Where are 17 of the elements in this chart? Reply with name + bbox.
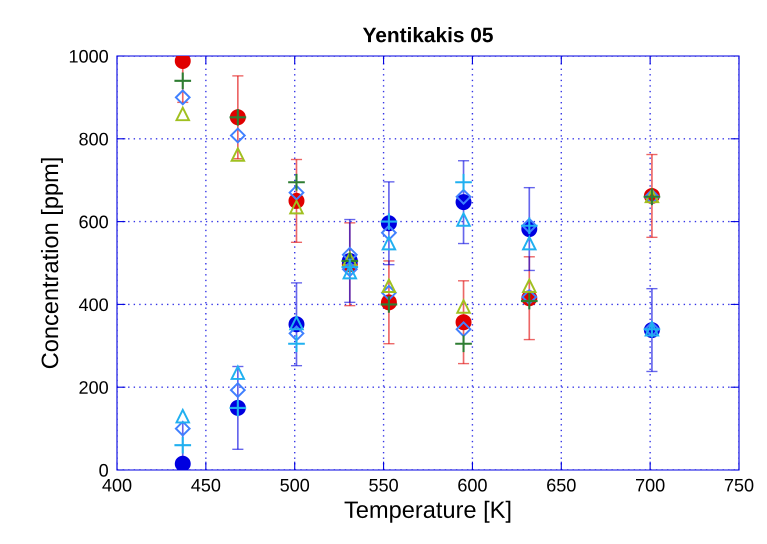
y-tick-label: 0 xyxy=(99,464,108,477)
y-axis-title: Concentration [ppm] xyxy=(40,158,63,368)
x-tick-label: 400 xyxy=(102,478,132,492)
y-tick-label: 800 xyxy=(79,132,108,146)
x-tick-label: 700 xyxy=(636,478,664,492)
x-tick-label: 450 xyxy=(191,478,220,492)
x-tick-label: 650 xyxy=(547,478,576,492)
x-tick-label: 500 xyxy=(280,478,310,492)
x-axis-title: Temperature [K] xyxy=(344,500,510,523)
y-tick-label: 400 xyxy=(78,298,108,312)
x-tick-label: 550 xyxy=(369,478,398,492)
y-tick-label: 600 xyxy=(79,216,108,228)
y-tick-label: 1000 xyxy=(70,50,108,63)
x-tick-label: 600 xyxy=(458,478,487,492)
y-tick-label: 200 xyxy=(79,381,108,394)
chart-title: Yentikakis 05 xyxy=(362,27,493,42)
x-tick-label: 750 xyxy=(724,478,754,492)
